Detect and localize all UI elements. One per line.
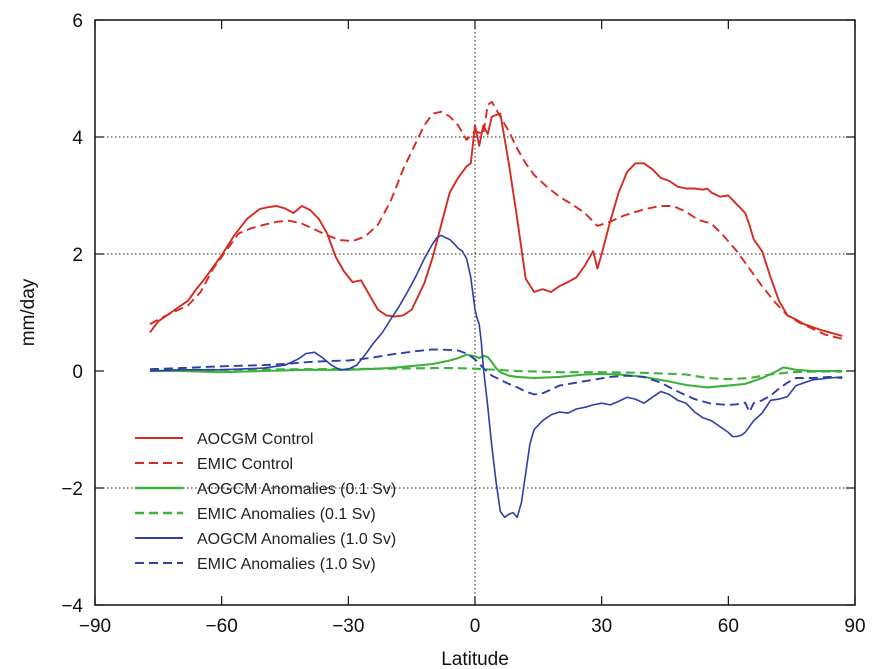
x-tick-label: 60 [718,616,739,637]
legend: AOCGM Control EMIC Control AOGCM Anomalies… [135,431,396,573]
x-tick-label: 90 [844,616,865,637]
y-tick-label: 4 [72,128,83,149]
y-tick-label: −4 [61,596,83,617]
y-tick-label: 0 [72,362,83,383]
legend-label: EMIC Control [197,456,293,473]
legend-label: AOCGM Control [197,431,313,448]
y-axis-title: mm/day [18,278,39,346]
series-line-emic-anomalies-1-0-sv [149,348,843,413]
y-tick-label: 6 [72,11,83,32]
series-line-aogcm-anomalies-0-1-sv [149,353,843,389]
legend-label: AOGCM Anomalies (0.1 Sv) [197,481,396,498]
series-line-aocgm-control [149,112,843,337]
y-tick-label: −2 [61,479,83,500]
x-tick-label: −90 [79,616,111,637]
x-tick-label: 0 [470,616,481,637]
y-tick-label: 2 [72,245,83,266]
legend-label: AOGCM Anomalies (1.0 Sv) [197,531,396,548]
series-line-aogcm-anomalies-1-0-sv [149,234,843,519]
x-tick-label: 30 [591,616,612,637]
x-tick-label: −60 [206,616,238,637]
legend-label: EMIC Anomalies (1.0 Sv) [197,556,376,573]
series-line-emic-anomalies-0-1-sv [149,367,843,381]
x-axis-title: Latitude [441,649,509,669]
series-lines [149,100,843,519]
x-tick-label: −30 [332,616,364,637]
axis-ticks: −90 −60 −30 0 30 60 90 −4 −2 0 2 4 6 [61,11,865,637]
series-line-emic-control [149,100,843,340]
legend-label: EMIC Anomalies (0.1 Sv) [197,506,376,523]
